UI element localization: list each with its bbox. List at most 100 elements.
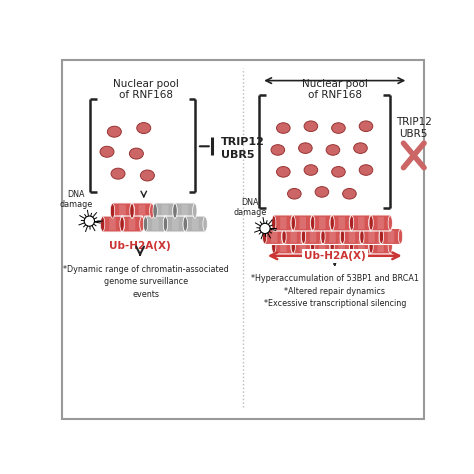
FancyBboxPatch shape	[342, 228, 362, 245]
Ellipse shape	[349, 216, 354, 230]
Ellipse shape	[343, 189, 356, 199]
FancyBboxPatch shape	[351, 215, 372, 231]
FancyBboxPatch shape	[358, 217, 365, 229]
Ellipse shape	[310, 238, 315, 253]
Ellipse shape	[330, 238, 334, 253]
FancyBboxPatch shape	[192, 218, 199, 230]
Ellipse shape	[291, 238, 295, 253]
Text: Nuclear pool
of RNF168: Nuclear pool of RNF168	[113, 79, 179, 100]
Ellipse shape	[301, 229, 305, 244]
Ellipse shape	[304, 121, 318, 131]
FancyBboxPatch shape	[338, 217, 345, 229]
FancyBboxPatch shape	[377, 240, 384, 252]
Ellipse shape	[379, 229, 383, 244]
Ellipse shape	[388, 216, 392, 230]
Ellipse shape	[359, 165, 373, 175]
Ellipse shape	[120, 217, 124, 231]
FancyBboxPatch shape	[338, 240, 345, 252]
FancyBboxPatch shape	[349, 230, 355, 243]
Ellipse shape	[291, 216, 295, 230]
Ellipse shape	[129, 148, 143, 159]
FancyBboxPatch shape	[377, 217, 384, 229]
FancyBboxPatch shape	[152, 218, 159, 230]
FancyBboxPatch shape	[172, 218, 179, 230]
Ellipse shape	[282, 229, 286, 244]
Ellipse shape	[349, 216, 354, 230]
FancyBboxPatch shape	[280, 240, 287, 252]
Ellipse shape	[183, 217, 187, 231]
Ellipse shape	[330, 216, 334, 230]
FancyBboxPatch shape	[164, 216, 186, 232]
Ellipse shape	[110, 204, 115, 218]
Ellipse shape	[288, 189, 301, 199]
FancyBboxPatch shape	[121, 216, 143, 232]
Ellipse shape	[271, 145, 284, 155]
Ellipse shape	[301, 229, 306, 244]
Ellipse shape	[359, 229, 364, 244]
Ellipse shape	[163, 217, 168, 231]
Ellipse shape	[360, 229, 364, 244]
Ellipse shape	[332, 123, 345, 133]
FancyBboxPatch shape	[145, 216, 166, 232]
Ellipse shape	[120, 217, 125, 231]
Circle shape	[260, 223, 270, 234]
FancyBboxPatch shape	[174, 203, 196, 219]
Ellipse shape	[183, 217, 187, 231]
FancyBboxPatch shape	[312, 215, 333, 231]
FancyBboxPatch shape	[283, 228, 304, 245]
FancyBboxPatch shape	[351, 238, 372, 254]
Text: TRIP12
UBR5: TRIP12 UBR5	[396, 117, 432, 139]
Ellipse shape	[282, 229, 286, 244]
FancyBboxPatch shape	[119, 205, 126, 217]
Ellipse shape	[263, 229, 267, 244]
Text: Ub-H2A(X): Ub-H2A(X)	[109, 241, 171, 251]
Ellipse shape	[276, 123, 290, 133]
Ellipse shape	[388, 238, 392, 253]
FancyBboxPatch shape	[62, 60, 424, 419]
FancyBboxPatch shape	[109, 218, 116, 230]
Ellipse shape	[399, 229, 402, 244]
FancyBboxPatch shape	[368, 230, 375, 243]
Ellipse shape	[130, 204, 134, 218]
Ellipse shape	[291, 238, 295, 253]
Ellipse shape	[150, 204, 154, 218]
Ellipse shape	[349, 238, 354, 253]
Ellipse shape	[111, 168, 125, 179]
Ellipse shape	[359, 121, 373, 131]
FancyBboxPatch shape	[381, 228, 401, 245]
Ellipse shape	[153, 204, 157, 218]
Text: Nuclear pool
of RNF168: Nuclear pool of RNF168	[302, 79, 368, 100]
Ellipse shape	[369, 216, 373, 230]
FancyBboxPatch shape	[102, 216, 123, 232]
FancyBboxPatch shape	[162, 205, 168, 217]
FancyBboxPatch shape	[322, 228, 343, 245]
FancyBboxPatch shape	[319, 217, 326, 229]
FancyBboxPatch shape	[112, 203, 133, 219]
FancyBboxPatch shape	[370, 215, 391, 231]
Ellipse shape	[272, 238, 276, 253]
Ellipse shape	[332, 166, 345, 177]
FancyBboxPatch shape	[303, 228, 323, 245]
Ellipse shape	[315, 187, 328, 197]
FancyBboxPatch shape	[300, 240, 306, 252]
Text: *Dynamic range of chromatin-associated
genome surveillance
events: *Dynamic range of chromatin-associated g…	[63, 265, 228, 299]
Ellipse shape	[354, 143, 367, 154]
FancyBboxPatch shape	[273, 238, 293, 254]
FancyBboxPatch shape	[182, 205, 188, 217]
Ellipse shape	[108, 126, 121, 137]
FancyBboxPatch shape	[131, 203, 153, 219]
Ellipse shape	[379, 229, 383, 244]
Ellipse shape	[173, 204, 177, 218]
Text: DNA
damage: DNA damage	[234, 198, 267, 218]
Ellipse shape	[340, 229, 345, 244]
Ellipse shape	[173, 204, 177, 218]
Text: TRIP12
UBR5: TRIP12 UBR5	[221, 137, 265, 160]
FancyBboxPatch shape	[300, 217, 306, 229]
Ellipse shape	[321, 229, 325, 244]
FancyBboxPatch shape	[370, 238, 391, 254]
FancyBboxPatch shape	[291, 230, 297, 243]
Text: Ub-H2A(X): Ub-H2A(X)	[304, 251, 365, 261]
Ellipse shape	[299, 143, 312, 154]
Ellipse shape	[330, 216, 334, 230]
FancyBboxPatch shape	[273, 215, 293, 231]
